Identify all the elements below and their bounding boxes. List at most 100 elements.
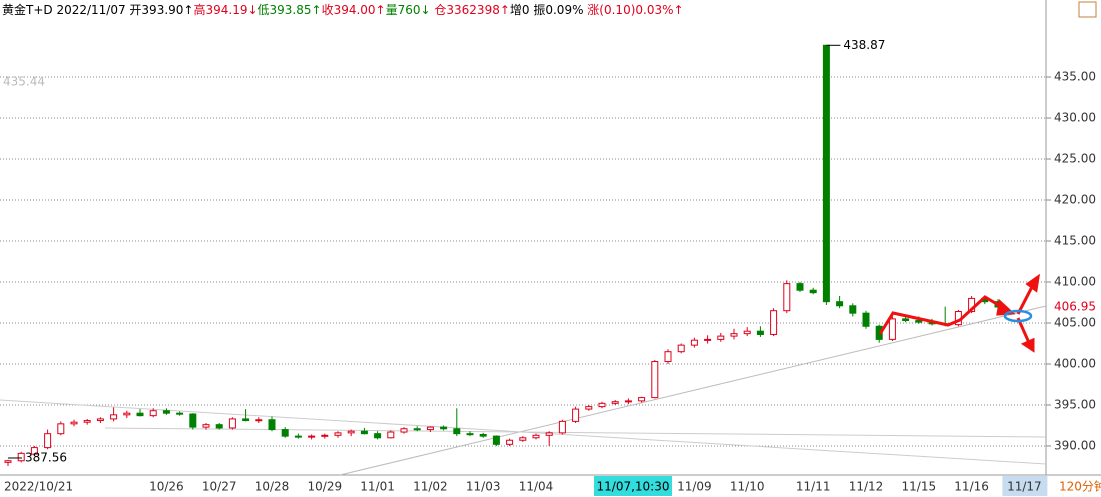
candles: 438.87 387.56 <box>4 38 1002 466</box>
candle-body <box>519 437 527 441</box>
candle-body <box>281 429 289 437</box>
candle-body <box>770 310 778 335</box>
x-tick-label: 11/02 <box>413 480 448 494</box>
trend-line <box>339 305 1047 476</box>
candle-body <box>215 424 223 429</box>
x-tick-label: 11/11 <box>796 480 831 494</box>
header-text: 黄金T+D 2022/11/07 开393.90↑高394.19↓低393.85… <box>2 2 684 17</box>
x-tick-label: 11/04 <box>519 480 554 494</box>
candle-body <box>730 333 738 337</box>
candle-body <box>836 301 844 307</box>
candle-body <box>506 439 514 445</box>
candle-body <box>242 418 250 422</box>
y-tick-label: 395.00 <box>1054 397 1096 411</box>
trend-lines <box>0 305 1047 476</box>
current-date-box <box>1002 476 1048 496</box>
arrows <box>878 273 1041 353</box>
candle-body <box>228 418 236 429</box>
candle-body <box>783 283 791 312</box>
candle-body <box>44 433 52 449</box>
candle-body <box>387 431 395 439</box>
highlight-ellipse <box>1003 309 1033 323</box>
x-tick-label: 10/27 <box>202 480 237 494</box>
candle-body <box>334 432 342 436</box>
crosshair-label: 11/07,10:30 <box>597 480 670 494</box>
candle-body <box>30 447 38 455</box>
y-tick-label: 435.00 <box>1054 70 1096 84</box>
candle-body <box>189 413 197 428</box>
candle-body <box>57 423 65 435</box>
candle-body <box>70 421 78 425</box>
y-tick-label: 405.00 <box>1054 315 1096 329</box>
candle-body <box>532 434 540 439</box>
candle-body <box>360 430 368 435</box>
y-tick-label: 430.00 <box>1054 111 1096 125</box>
candle-body <box>413 428 421 431</box>
candle-body <box>255 419 263 422</box>
candle-body <box>4 460 12 463</box>
x-tick-label: 2022/10/21 <box>4 480 73 494</box>
candle-body <box>162 410 170 414</box>
x-tick-label: 11/09 <box>677 480 712 494</box>
grid: 390.00 395.00 400.00 405.00 410.00 415.00 420.… <box>0 70 1096 452</box>
x-tick-label: 11/10 <box>730 480 765 494</box>
candle-body <box>466 433 474 436</box>
candle-body <box>743 330 751 335</box>
x-tick-label: 11/12 <box>849 480 884 494</box>
trend-line <box>0 399 1047 465</box>
candle-body <box>902 318 910 322</box>
candle-body <box>347 430 355 434</box>
last-price-label: 406.95 <box>1054 300 1096 314</box>
candle-body <box>268 419 276 431</box>
y-tick-label: 415.00 <box>1054 234 1096 248</box>
x-tick-label: 11/15 <box>902 480 937 494</box>
x-tick-label: 10/26 <box>149 480 184 494</box>
candle-body <box>822 44 830 303</box>
candle-body <box>492 435 500 445</box>
high-label: 438.87 <box>843 38 885 52</box>
settings-icon[interactable] <box>1078 1 1097 18</box>
x-tick-label: 11/01 <box>360 480 395 494</box>
candle-body <box>294 435 302 438</box>
period-label: 120分钟 <box>1059 479 1101 494</box>
candle-body <box>704 338 712 341</box>
candle-body <box>321 434 329 437</box>
x-tick-label: 11/17 <box>1007 480 1042 494</box>
y-tick-label: 410.00 <box>1054 275 1096 289</box>
x-tick-label: 10/29 <box>308 480 343 494</box>
candle-body <box>558 420 566 434</box>
candle-body <box>308 435 316 438</box>
candle-body <box>96 418 104 422</box>
candle-body <box>849 305 857 314</box>
header-item: 增0 振0.09% <box>510 3 587 17</box>
header-item: 黄金T+D 2022/11/07 开393.90↑ <box>2 2 193 17</box>
candle-body <box>136 412 144 417</box>
header-item: 低393.85↑ <box>258 3 322 17</box>
crosshair-box <box>594 476 672 496</box>
candle-body <box>110 414 118 420</box>
candle-body <box>123 412 131 416</box>
candle-body <box>374 433 382 439</box>
candle-body <box>585 406 593 410</box>
arrow-head <box>1025 273 1041 293</box>
y-tick-label: 390.00 <box>1054 438 1096 452</box>
candle-body <box>572 408 580 422</box>
last-price-box <box>1050 297 1100 317</box>
candle-body <box>400 428 408 433</box>
candle-body <box>651 361 659 399</box>
arrow <box>1016 317 1032 346</box>
candle-body <box>690 339 698 346</box>
x-tick-label: 10/28 <box>255 480 290 494</box>
candle-body <box>176 412 184 415</box>
candle-body <box>440 426 448 430</box>
candle-body <box>664 351 672 363</box>
arrow-path <box>878 295 1013 335</box>
candle-body <box>17 452 25 462</box>
candle-body <box>624 400 632 403</box>
trend-line <box>104 427 1047 438</box>
candle-body <box>453 428 461 435</box>
candle-body <box>888 318 896 340</box>
candle-body <box>862 312 870 327</box>
candle-body <box>638 397 646 402</box>
